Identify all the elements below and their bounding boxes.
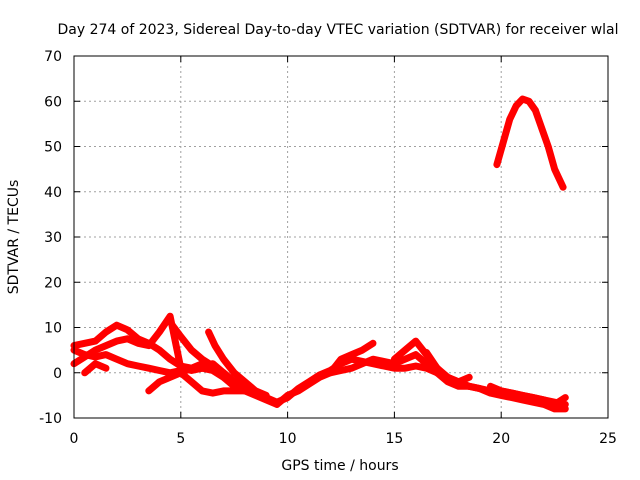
x-tick-label: 5 <box>176 431 185 447</box>
x-tick-label: 15 <box>385 431 403 447</box>
series-line-track-11 <box>326 339 377 377</box>
series-line-track-13 <box>422 348 569 413</box>
y-tick-labels: -10 0 10 20 30 40 50 60 70 <box>39 49 62 427</box>
y-tick-label: 20 <box>44 275 62 291</box>
series-line-track-6 <box>168 321 249 390</box>
y-tick-label: -10 <box>39 411 62 427</box>
series-line-track-10 <box>273 355 473 406</box>
series-line-track-15 <box>493 95 567 191</box>
y-tick-label: 60 <box>44 94 62 110</box>
y-tick-label: 10 <box>44 321 62 337</box>
y-tick-label: 40 <box>44 185 62 201</box>
series-layer <box>70 95 569 413</box>
y-axis-label: SDTVAR / TECUs <box>6 180 22 295</box>
series-line-track-14 <box>487 382 569 408</box>
y-tick-label: 50 <box>44 140 62 156</box>
y-tick-label: 0 <box>53 366 62 382</box>
series-line-track-7 <box>205 328 270 399</box>
series-line-track-5 <box>145 360 206 395</box>
series-line-track-4 <box>81 360 110 377</box>
x-tick-label: 25 <box>599 431 617 447</box>
x-tick-label: 10 <box>279 431 297 447</box>
axis-ticks <box>73 55 609 419</box>
series-line-track-8 <box>177 369 249 397</box>
x-tick-labels: 0 5 10 15 20 25 <box>70 431 617 447</box>
x-tick-label: 20 <box>492 431 510 447</box>
chart-title: Day 274 of 2023, Sidereal Day-to-day VTE… <box>57 22 618 38</box>
y-tick-label: 70 <box>44 49 62 65</box>
x-tick-label: 0 <box>70 431 79 447</box>
y-tick-label: 30 <box>44 230 62 246</box>
x-axis-label: GPS time / hours <box>281 458 398 474</box>
